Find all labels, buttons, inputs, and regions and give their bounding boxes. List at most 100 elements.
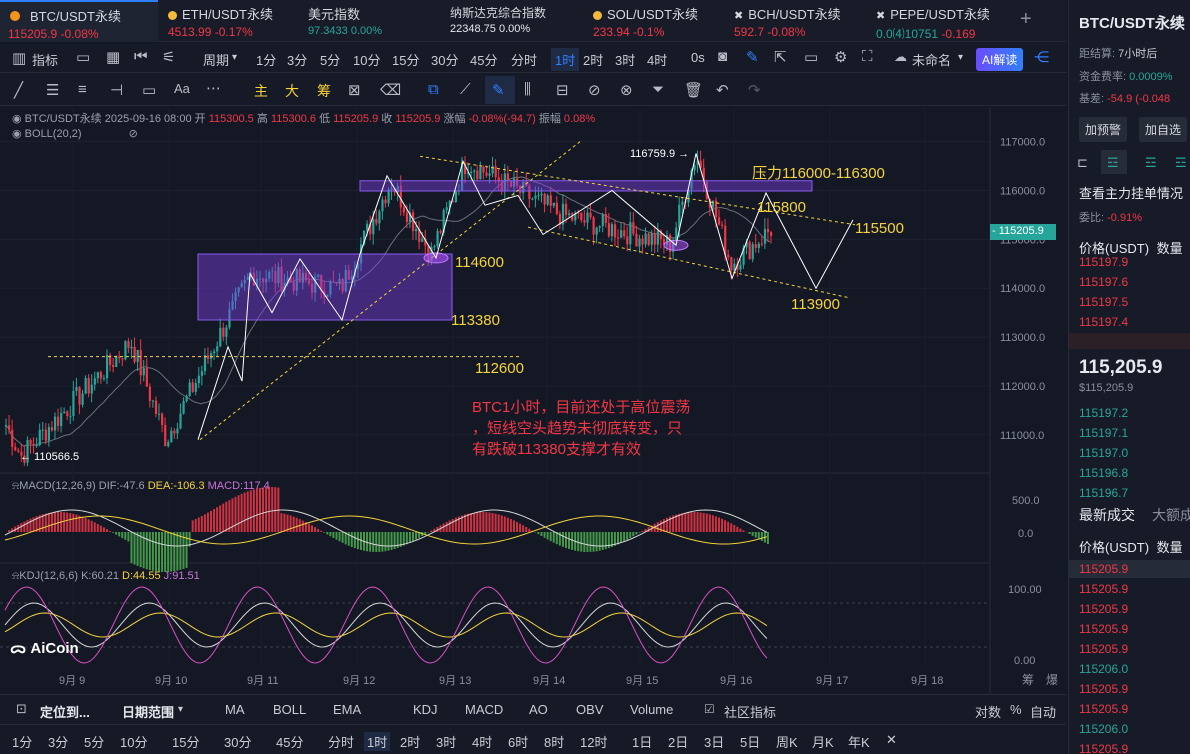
fullscreen-icon[interactable]: ⛶	[862, 48, 873, 65]
draw-tool-icon[interactable]: ✎	[492, 82, 505, 99]
ray-tool-icon[interactable]: ⊣	[110, 82, 124, 99]
ask-row[interactable]: 115197.9	[1079, 255, 1129, 269]
bottom-interval-13[interactable]: 8时	[544, 735, 565, 750]
bottom-interval-20[interactable]: 月K	[812, 735, 834, 750]
bottom-interval-8[interactable]: 1时	[364, 732, 391, 751]
bottom-interval-12[interactable]: 6时	[508, 735, 529, 750]
date-range-button[interactable]: 日期范围	[122, 705, 175, 720]
add-tab-icon[interactable]: +	[1020, 8, 1032, 30]
add-alert-button[interactable]: 加预警	[1079, 117, 1128, 142]
text-tool-icon[interactable]: Aa	[174, 81, 190, 96]
settings-icon[interactable]: ⚙	[834, 49, 848, 66]
bottom-interval-9[interactable]: 2时	[400, 735, 421, 750]
redo-icon[interactable]: ↷	[748, 82, 761, 99]
bottom-interval-16[interactable]: 2日	[668, 735, 689, 750]
tab-pepe[interactable]: ✖ PEPE/USDT永续 0.0⑷10751 -0.169	[868, 0, 1008, 42]
interval-3[interactable]: 10分	[353, 53, 381, 68]
auto-scale-toggle[interactable]: 自动	[1030, 705, 1057, 720]
ask-row[interactable]: 115197.4	[1079, 315, 1129, 329]
interval-11[interactable]: 4时	[647, 53, 668, 68]
lock-icon[interactable]: ⊟	[556, 82, 569, 99]
ask-row[interactable]: 115197.6	[1079, 275, 1129, 289]
interval-7[interactable]: 分时	[511, 53, 538, 68]
bottom-interval-4[interactable]: 15分	[172, 735, 200, 750]
chips-button[interactable]: 筹	[317, 83, 331, 99]
layout-name-dropdown[interactable]: 未命名	[912, 53, 952, 68]
main-force-button[interactable]: 主	[254, 83, 268, 99]
eraser-icon[interactable]: ⌫	[380, 82, 402, 99]
hide-eye-icon[interactable]: ⊘	[128, 128, 138, 140]
tab-dxy[interactable]: 美元指数 97.3433 0.00%	[300, 0, 440, 42]
book-asks-icon[interactable]: ☲	[1145, 155, 1157, 170]
bid-row[interactable]: 115196.7	[1079, 486, 1129, 500]
period-button[interactable]: 周期	[203, 53, 230, 68]
interval-1[interactable]: 3分	[287, 53, 308, 68]
locate-button[interactable]: 定位到...	[40, 705, 90, 720]
indicator-4[interactable]: MACD	[465, 702, 504, 717]
bell-icon[interactable]: ⍾	[12, 480, 20, 492]
hide-icon[interactable]: ⊘	[588, 82, 601, 99]
rewind-icon[interactable]: ⏮	[134, 48, 148, 65]
percent-toggle[interactable]: %	[1010, 702, 1022, 717]
bid-row[interactable]: 115197.1	[1079, 426, 1129, 440]
tab-eth[interactable]: ETH/USDT永续 4513.99 -0.17%	[160, 0, 300, 42]
tab-nasdaq[interactable]: 纳斯达克综合指数 22348.75 0.00%	[442, 0, 587, 42]
interval-2[interactable]: 5分	[320, 53, 341, 68]
tab-btc[interactable]: BTC/USDT永续 115205.9 -0.08%	[0, 0, 158, 42]
add-watchlist-button[interactable]: 加自选	[1139, 117, 1188, 142]
filter-icon[interactable]: ⏷	[652, 81, 665, 98]
share-icon[interactable]: ⇱	[774, 49, 787, 66]
book-both-icon[interactable]: ☲	[1175, 155, 1187, 170]
copy-icon[interactable]: ⧉	[428, 81, 439, 98]
ruler-icon[interactable]: ⟋	[460, 81, 471, 98]
log-scale-toggle[interactable]: 对数	[975, 705, 1002, 720]
close-icon[interactable]: ✕	[886, 732, 897, 747]
bottom-interval-1[interactable]: 3分	[48, 735, 69, 750]
interval-8[interactable]: 1时	[551, 48, 580, 71]
bottom-interval-19[interactable]: 周K	[776, 735, 798, 750]
hline-tool-icon[interactable]: ☰	[46, 82, 60, 99]
parallel-tool-icon[interactable]: ≡	[78, 81, 87, 98]
big-order-button[interactable]: 大	[285, 83, 299, 99]
bottom-interval-17[interactable]: 3日	[704, 735, 725, 750]
indicator-5[interactable]: AO	[529, 702, 548, 717]
eye-icon[interactable]: ◉	[12, 128, 22, 140]
bottom-interval-18[interactable]: 5日	[740, 735, 761, 750]
bottom-interval-21[interactable]: 年K	[848, 735, 870, 750]
share-network-icon[interactable]: ⋲	[1034, 49, 1049, 66]
link-icon[interactable]: ⊗	[620, 82, 633, 99]
bid-row[interactable]: 115197.2	[1079, 406, 1129, 420]
bottom-interval-11[interactable]: 4时	[472, 735, 493, 750]
bid-row[interactable]: 115196.8	[1079, 466, 1129, 480]
chart-area[interactable]: 117000.0 116000.0 115000.0 114000.0 113000.0…	[0, 107, 1066, 694]
tab-sol[interactable]: SOL/USDT永续 233.94 -0.1%	[585, 0, 725, 42]
indicator-6[interactable]: OBV	[576, 702, 604, 717]
interval-0s[interactable]: 0s	[691, 50, 705, 65]
book-bids-icon[interactable]: ☲	[1107, 155, 1119, 170]
eye-icon[interactable]: ◉	[12, 113, 22, 125]
indicator-1[interactable]: BOLL	[273, 702, 307, 717]
bottom-interval-7[interactable]: 分时	[328, 735, 355, 750]
indicator-0[interactable]: MA	[225, 702, 245, 717]
bell-icon[interactable]: ⍾	[12, 570, 20, 582]
interval-10[interactable]: 3时	[615, 53, 636, 68]
camera-icon[interactable]: ◙	[718, 48, 728, 65]
indicator-7[interactable]: Volume	[630, 702, 674, 717]
interval-4[interactable]: 15分	[392, 53, 420, 68]
magnet-icon[interactable]: ⊠	[348, 82, 361, 99]
bottom-interval-3[interactable]: 10分	[120, 735, 148, 750]
more-icon[interactable]: ⋯	[206, 80, 221, 97]
layout-icon[interactable]: ▦	[106, 49, 121, 66]
trash-icon[interactable]: 🗑	[684, 82, 704, 99]
interval-6[interactable]: 45分	[470, 53, 498, 68]
bottom-interval-10[interactable]: 3时	[436, 735, 457, 750]
interval-0[interactable]: 1分	[256, 53, 277, 68]
interval-5[interactable]: 30分	[431, 53, 459, 68]
large-trades-tab[interactable]: 大额成	[1152, 507, 1190, 523]
bottom-interval-0[interactable]: 1分	[12, 735, 33, 750]
orderbook-icon[interactable]: ⊏	[1077, 155, 1088, 170]
community-indicators[interactable]: 社区指标	[724, 705, 777, 720]
calendar-icon[interactable]: ▭	[76, 49, 91, 66]
ai-interpret-button[interactable]: AI解读	[976, 48, 1024, 71]
candle-icon[interactable]: ⫼	[524, 81, 531, 98]
